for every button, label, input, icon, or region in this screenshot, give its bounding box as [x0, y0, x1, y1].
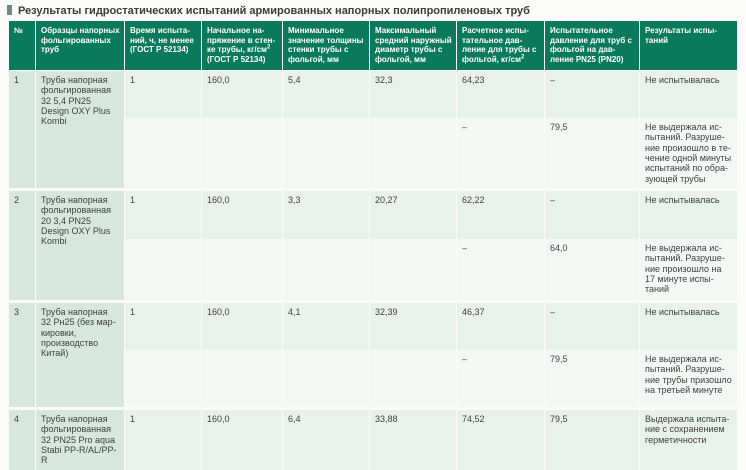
empty-cell — [283, 350, 369, 411]
col-header-min-thickness: Минимальное значение толщи­ны стенки тру… — [283, 21, 369, 71]
empty-cell — [283, 239, 369, 304]
empty-cell — [370, 239, 456, 304]
cell-calc-pressure: 64,23 — [457, 71, 544, 118]
col-header-initial-stress: Начальное на­пряжение в стен­ке трубы, к… — [202, 21, 282, 71]
header-text: Время испыта­ний, ч, не менее (ГОСТ Р 52… — [130, 26, 194, 55]
cell-sample: Труба напорная фольгированная 32 PN25 Pr… — [36, 410, 124, 470]
col-header-max-diameter: Максимальный средний наруж­ный диаметр т… — [370, 21, 456, 71]
title-marker-icon — [7, 5, 12, 15]
table-title: Результаты гидростатических испытаний ар… — [0, 0, 746, 17]
cell-calc-pressure: 74,52 — [457, 410, 544, 470]
cell-result: Не выдержала ис­пытаний. Разруше­ние тру… — [640, 350, 737, 411]
cell-test-pressure: 79,5 — [545, 410, 639, 470]
cell-min-thickness: 3,3 — [283, 191, 369, 240]
cell-min-thickness: 5,4 — [283, 71, 369, 118]
empty-cell — [202, 350, 282, 411]
cell-min-thickness: 4,1 — [283, 303, 369, 351]
title-text: Результаты гидростатических испытаний ар… — [18, 5, 530, 17]
cell-sample: Труба напорная фольгированная 20 3,4 PN2… — [36, 191, 124, 304]
header-text: Максимальный средний наруж­ный диаметр т… — [375, 26, 452, 64]
cell-calc-pressure: 62,22 — [457, 191, 544, 240]
table-subrow: – 64,0 Не выдержала ис­пытаний. Разруше­… — [9, 239, 737, 304]
cell-test-time: 1 — [125, 191, 201, 240]
cell-max-diameter: 20,27 — [370, 191, 456, 240]
cell-calc-pressure: – — [457, 239, 544, 304]
table-row: 4 Труба напорная фольгированная 32 PN25 … — [9, 410, 737, 470]
table-subrow: – 79,5 Не выдержала ис­пытаний. Разруше­… — [9, 350, 737, 411]
table-row: 1 Труба напорная фольгирован­ная 32 5,4 … — [9, 71, 737, 192]
col-header-num: № — [9, 21, 35, 71]
empty-cell — [283, 118, 369, 192]
empty-cell — [202, 239, 282, 304]
cell-test-pressure: – — [545, 191, 639, 240]
cell-test-time: 1 — [125, 410, 201, 470]
cell-num: 1 — [9, 71, 35, 192]
empty-cell — [202, 118, 282, 192]
cell-max-diameter: 32,39 — [370, 303, 456, 351]
cell-result: Не испытывалась — [640, 191, 737, 240]
cell-initial-stress: 160,0 — [202, 191, 282, 240]
col-header-calc-pressure: Расчетное испы­тательное дав­ление для т… — [457, 21, 544, 71]
header-text-tail: (ГОСТ Р 52134) — [207, 54, 266, 64]
col-header-test-pressure: Испытательное давление для труб с фольго… — [545, 21, 639, 71]
table-subrow: – 79,5 Не выдержала ис­пытаний. Разруше­… — [9, 118, 737, 192]
col-header-results: Результаты испы­таний — [640, 21, 737, 71]
empty-cell — [125, 239, 201, 304]
header-row: № Образцы напорных фольгированных труб В… — [9, 21, 737, 71]
cell-calc-pressure: – — [457, 118, 544, 192]
table-row: 3 Труба напорная 32 Рн25 (без мар­кировк… — [9, 303, 737, 411]
cell-test-pressure: 64,0 — [545, 239, 639, 304]
header-text: Начальное на­пряжение в стен­ке трубы, к… — [207, 26, 276, 55]
cell-test-pressure: 79,5 — [545, 350, 639, 411]
header-superscript: 2 — [520, 54, 525, 61]
header-text: Испытательное давление для труб с фольго… — [550, 26, 632, 64]
cell-result: Не выдержала ис­пытаний. Разруше­ние про… — [640, 239, 737, 304]
cell-result: Выдержала испыта­ние с сохранением герме… — [640, 410, 737, 470]
empty-cell — [370, 118, 456, 192]
cell-calc-pressure: – — [457, 350, 544, 411]
header-superscript: 2 — [266, 44, 271, 51]
cell-max-diameter: 32,3 — [370, 71, 456, 118]
header-text: Образцы напорных фольгированных труб — [41, 26, 120, 55]
cell-test-time: 1 — [125, 71, 201, 118]
header-text: Результаты испы­таний — [645, 26, 718, 45]
col-header-sample: Образцы напорных фольгированных труб — [36, 21, 124, 71]
cell-result: Не испытывалась — [640, 303, 737, 351]
col-header-test-time: Время испыта­ний, ч, не менее (ГОСТ Р 52… — [125, 21, 201, 71]
cell-test-pressure: 79,5 — [545, 118, 639, 192]
cell-calc-pressure: 46,37 — [457, 303, 544, 351]
cell-sample: Труба напорная фольгирован­ная 32 5,4 PN… — [36, 71, 124, 192]
cell-initial-stress: 160,0 — [202, 303, 282, 351]
cell-result: Не выдержала ис­пытаний. Разруше­ние про… — [640, 118, 737, 192]
cell-min-thickness: 6,4 — [283, 410, 369, 470]
cell-test-pressure: – — [545, 71, 639, 118]
header-text: № — [14, 26, 23, 35]
table-row: 2 Труба напорная фольгированная 20 3,4 P… — [9, 191, 737, 304]
cell-num: 2 — [9, 191, 35, 304]
empty-cell — [125, 118, 201, 192]
cell-result: Не испытывалась — [640, 71, 737, 118]
cell-test-time: 1 — [125, 303, 201, 351]
cell-num: 3 — [9, 303, 35, 411]
header-text: Расчетное испы­тательное дав­ление для т… — [462, 26, 537, 64]
cell-max-diameter: 33,88 — [370, 410, 456, 470]
cell-test-pressure: – — [545, 303, 639, 351]
cell-sample: Труба напорная 32 Рн25 (без мар­кировки,… — [36, 303, 124, 411]
header-text: Минимальное значение толщи­ны стенки тру… — [288, 26, 364, 64]
empty-cell — [125, 350, 201, 411]
empty-cell — [370, 350, 456, 411]
cell-initial-stress: 160,0 — [202, 71, 282, 118]
results-table: № Образцы напорных фольгированных труб В… — [8, 21, 738, 470]
cell-initial-stress: 160,0 — [202, 410, 282, 470]
cell-num: 4 — [9, 410, 35, 470]
